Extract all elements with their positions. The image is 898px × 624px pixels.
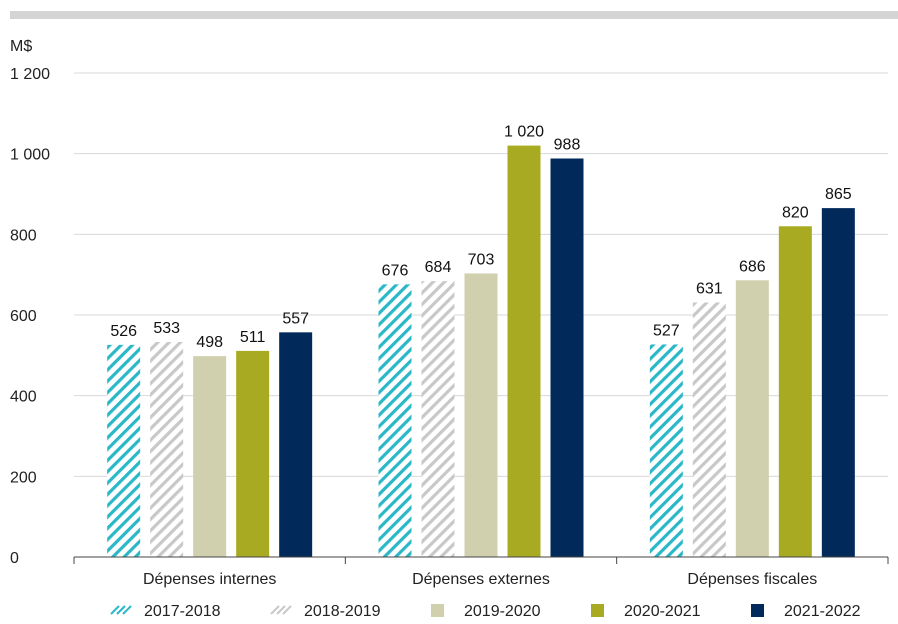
- bar-2019-2020: [464, 273, 498, 557]
- bar-value-label: 820: [782, 204, 809, 221]
- category-labels: Dépenses internes Dépenses externes Dépens…: [143, 571, 817, 588]
- legend-swatch: [270, 605, 292, 615]
- bar-value-label: 676: [382, 262, 409, 279]
- legend: 2017-2018 2018-2019 2019-2020 2020-2021 2021…: [110, 603, 861, 620]
- legend-hatch-stroke: [110, 605, 120, 615]
- legend-swatch: [751, 604, 764, 617]
- y-tick-label: 800: [10, 227, 37, 244]
- bar-value-label: 533: [153, 320, 180, 337]
- legend-item-2018-2019: 2018-2019: [270, 603, 381, 620]
- bar-value-label: 988: [554, 137, 581, 154]
- y-axis-unit-label: M$: [10, 38, 32, 55]
- bar-value-label: 1 020: [504, 124, 544, 141]
- y-axis-ticks: 0 200 400 600 800 1 000 1 200: [10, 66, 50, 567]
- legend-hatch-stroke: [282, 605, 292, 615]
- bar-2020-2021: [236, 350, 270, 557]
- y-tick-label: 600: [10, 308, 37, 325]
- legend-label: 2019-2020: [464, 603, 541, 620]
- legend-item-2019-2020: 2019-2020: [431, 603, 541, 620]
- bar-value-label: 631: [696, 280, 723, 297]
- y-tick-label: 1 200: [10, 66, 50, 83]
- category-label: Dépenses fiscales: [687, 571, 817, 588]
- category-label: Dépenses externes: [412, 571, 550, 588]
- bar-2019-2020: [735, 280, 769, 557]
- y-tick-label: 200: [10, 469, 37, 486]
- category-label: Dépenses internes: [143, 571, 276, 588]
- legend-label: 2020-2021: [624, 603, 701, 620]
- value-labels: 526 533 498 511 557 676 684 703 1 020 988 527 631 68…: [110, 124, 851, 352]
- legend-item-2017-2018: 2017-2018: [110, 603, 221, 620]
- bar-value-label: 865: [825, 186, 852, 203]
- legend-swatch: [431, 604, 444, 617]
- legend-swatch: [591, 604, 604, 617]
- bar-value-label: 557: [282, 310, 309, 327]
- bar-2021-2022: [550, 158, 584, 558]
- legend-label: 2017-2018: [144, 603, 221, 620]
- y-tick-label: 400: [10, 389, 37, 406]
- bars: [107, 145, 855, 558]
- legend-item-2021-2022: 2021-2022: [751, 603, 861, 620]
- legend-item-2020-2021: 2020-2021: [591, 603, 701, 620]
- bar-2020-2021: [778, 226, 812, 557]
- bar-value-label: 703: [468, 251, 495, 268]
- bar-2020-2021: [507, 145, 541, 557]
- bar-value-label: 527: [653, 322, 680, 339]
- legend-swatch: [110, 605, 132, 615]
- bar-2021-2022: [821, 208, 855, 557]
- bar-2018-2019: [421, 281, 455, 557]
- bar-value-label: 498: [196, 334, 223, 351]
- y-tick-label: 0: [10, 550, 19, 567]
- bar-2018-2019: [150, 342, 184, 557]
- x-axis: [73, 556, 889, 564]
- bar-value-label: 511: [240, 329, 266, 346]
- legend-label: 2018-2019: [304, 603, 381, 620]
- bar-2017-2018: [378, 284, 412, 557]
- legend-hatch-stroke: [276, 605, 286, 615]
- bar-value-label: 686: [739, 258, 766, 275]
- bar-2017-2018: [649, 344, 683, 557]
- bar-2018-2019: [692, 302, 726, 557]
- legend-hatch-stroke: [122, 605, 132, 615]
- y-tick-label: 1 000: [10, 147, 50, 164]
- bar-2019-2020: [193, 356, 227, 557]
- bar-2021-2022: [279, 332, 313, 557]
- legend-hatch-stroke: [270, 605, 280, 615]
- legend-label: 2021-2022: [784, 603, 861, 620]
- bar-value-label: 684: [425, 259, 452, 276]
- top-decorative-bar: [10, 11, 898, 19]
- legend-hatch-stroke: [116, 605, 126, 615]
- bar-value-label: 526: [110, 323, 137, 340]
- bar-2017-2018: [107, 344, 141, 557]
